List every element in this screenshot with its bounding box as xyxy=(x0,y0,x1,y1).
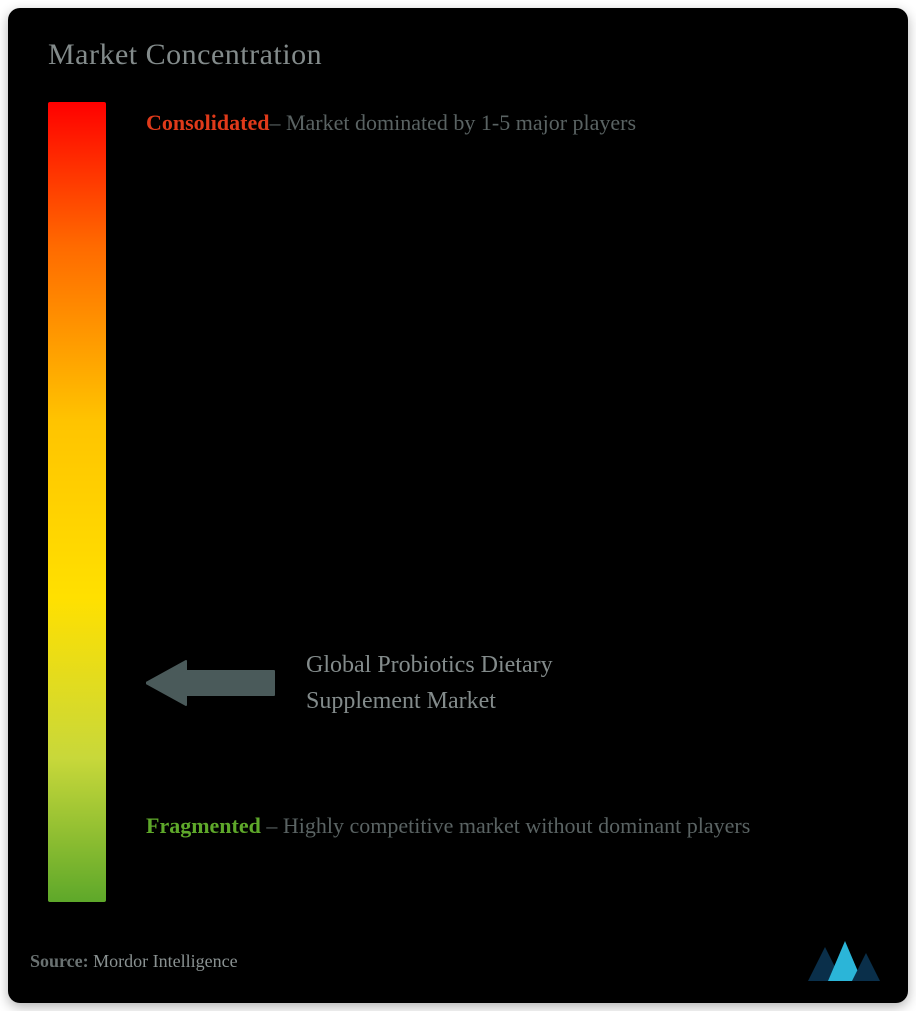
card-title: Market Concentration xyxy=(48,38,868,72)
market-marker-row: Global Probiotics Dietary Supplement Mar… xyxy=(146,647,553,719)
mordor-logo-icon xyxy=(808,941,886,981)
market-concentration-card: Market Concentration Consolidated– Marke… xyxy=(8,8,908,1003)
fragmented-row: Fragmented – Highly competitive market w… xyxy=(146,802,848,850)
content-row: Consolidated– Market dominated by 1-5 ma… xyxy=(48,102,868,932)
market-marker-text: Global Probiotics Dietary Supplement Mar… xyxy=(306,647,553,719)
source-text: Source: Mordor Intelligence xyxy=(30,951,238,972)
marker-line1: Global Probiotics Dietary xyxy=(306,652,553,678)
fragmented-desc: – Highly competitive market without domi… xyxy=(261,813,750,838)
consolidated-row: Consolidated– Market dominated by 1-5 ma… xyxy=(146,110,858,136)
labels-column: Consolidated– Market dominated by 1-5 ma… xyxy=(146,102,868,902)
marker-line2: Supplement Market xyxy=(306,688,496,714)
consolidated-desc: – Market dominated by 1-5 major players xyxy=(269,110,636,135)
source-label: Source: xyxy=(30,951,93,971)
arrow-left-icon xyxy=(146,657,276,709)
footer-row: Source: Mordor Intelligence xyxy=(30,941,886,981)
concentration-gradient-bar xyxy=(48,102,106,902)
fragmented-label: Fragmented xyxy=(146,813,261,838)
consolidated-label: Consolidated xyxy=(146,110,269,135)
source-name: Mordor Intelligence xyxy=(93,951,237,971)
